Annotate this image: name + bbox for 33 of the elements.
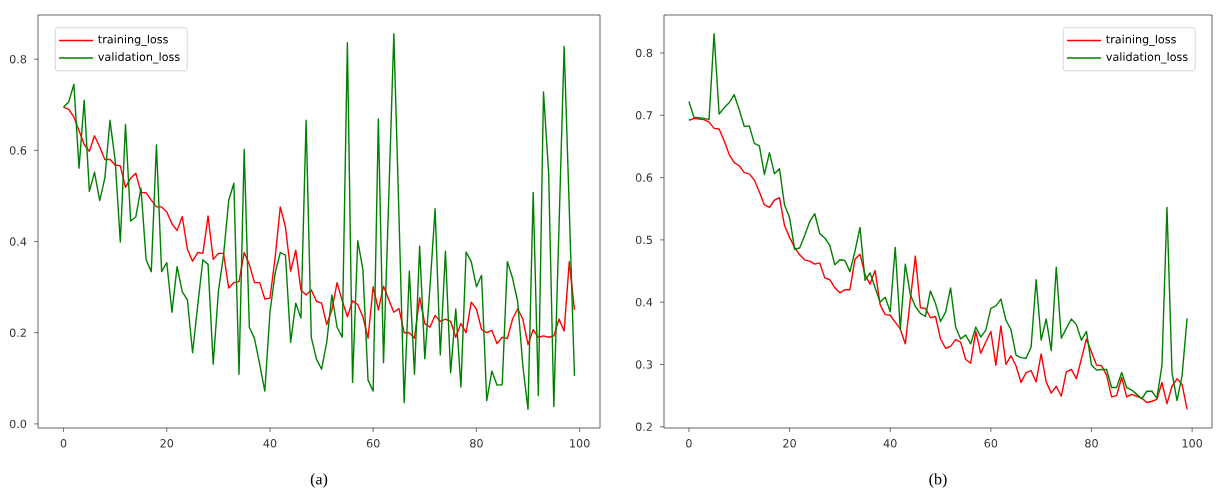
x-tick-label: 60 xyxy=(984,439,998,448)
y-tick-label: 0.4 xyxy=(635,297,653,307)
x-tick-label: 60 xyxy=(366,439,380,448)
x-tick-label: 40 xyxy=(263,439,277,448)
x-tick-label: 100 xyxy=(1182,439,1203,448)
y-tick-label: 0.8 xyxy=(635,48,653,58)
x-tick-label: 20 xyxy=(783,439,796,448)
x-tick-label: 80 xyxy=(1085,439,1098,448)
x-tick-label: 80 xyxy=(470,439,483,448)
legend-label: training_loss xyxy=(98,34,168,46)
x-axis-title: (a) xyxy=(310,473,328,488)
y-tick-label: 0.6 xyxy=(635,173,653,182)
legend-label: validation_loss xyxy=(1106,52,1188,64)
y-tick-label: 0.0 xyxy=(9,419,27,429)
line-series xyxy=(62,33,576,411)
x-tick-label: 100 xyxy=(570,439,590,448)
line-series xyxy=(688,33,1188,402)
legend-label: validation_loss xyxy=(98,52,180,64)
x-tick-label: 20 xyxy=(160,439,174,448)
y-tick-label: 0.2 xyxy=(635,422,652,431)
line-series xyxy=(62,106,576,346)
legend-label: training_loss xyxy=(1106,34,1176,46)
y-tick-label: 0.3 xyxy=(635,360,653,369)
x-axis-title: (b) xyxy=(929,473,947,488)
y-tick-label: 0.8 xyxy=(9,54,27,64)
x-tick-label: 40 xyxy=(883,439,897,448)
y-tick-label: 0.5 xyxy=(635,235,652,245)
y-tick-label: 0.2 xyxy=(9,328,26,337)
y-tick-label: 0.4 xyxy=(9,237,27,246)
x-tick-label: 0 xyxy=(686,439,692,448)
x-tick-label: 0 xyxy=(60,439,67,448)
y-tick-label: 0.6 xyxy=(9,146,27,155)
y-tick-label: 0.7 xyxy=(635,111,652,120)
